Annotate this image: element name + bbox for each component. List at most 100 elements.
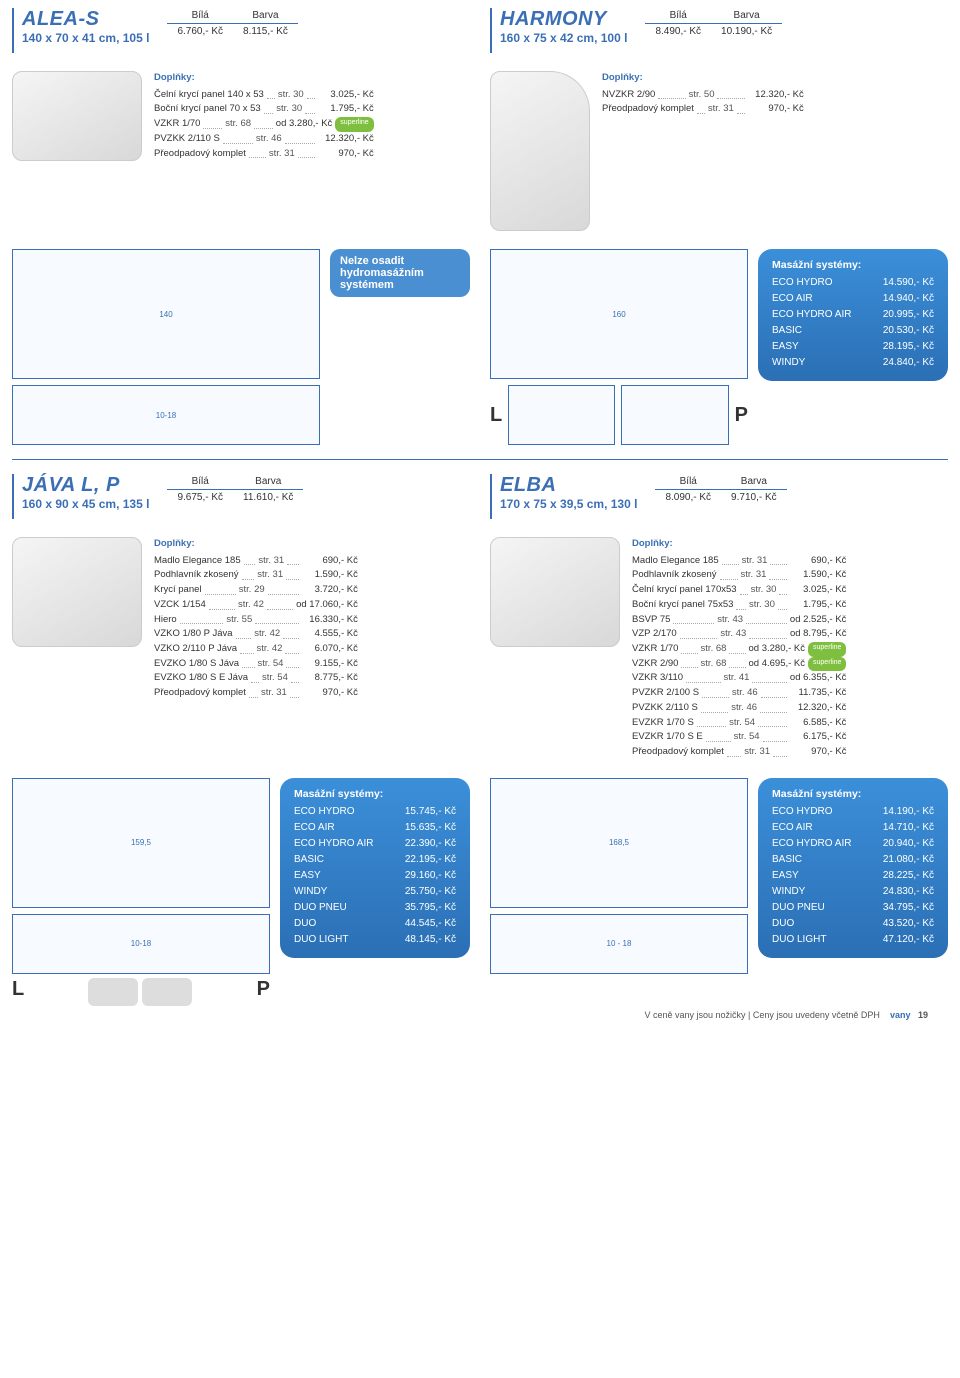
elba-massage-box: Masážní systémy: ECO HYDRO14.190,- KčECO…	[758, 778, 948, 958]
alea-acc-line: Boční krycí panel 70 x 53str. 301.795,- …	[154, 102, 374, 117]
java-massage-price: 22.195,- Kč	[405, 852, 456, 868]
java-acc-line: Hierostr. 5516.330,- Kč	[154, 613, 358, 628]
harmony-acc-name: NVZKR 2/90	[602, 88, 655, 103]
java-massage-box: Masážní systémy: ECO HYDRO15.745,- KčECO…	[280, 778, 470, 958]
elba-price-h1: Bílá	[655, 474, 721, 490]
java-mini-p	[142, 978, 192, 1006]
java-acc-line: VZKO 2/110 P Jávastr. 426.070,- Kč	[154, 642, 358, 657]
java-acc-name: VZKO 2/110 P Jáva	[154, 642, 237, 657]
elba-massage-price: 14.190,- Kč	[883, 804, 934, 820]
harmony-name: HARMONY	[500, 8, 627, 31]
java-acc-name: Přeodpadový komplet	[154, 686, 246, 701]
elba-massage-price: 14.710,- Kč	[883, 820, 934, 836]
alea-acc-title: Doplňky:	[154, 71, 374, 86]
elba-acc-price: od 2.525,- Kč	[790, 613, 847, 628]
elba-massage-name: ECO AIR	[772, 820, 813, 836]
elba-price-1: 8.090,- Kč	[655, 490, 721, 506]
elba-acc-name: VZKR 2/90	[632, 657, 678, 672]
elba-massage-line: ECO HYDRO 14.190,- Kč	[772, 804, 934, 820]
java-acc-line: Krycí panelstr. 293.720,- Kč	[154, 583, 358, 598]
java-acc-name: Hiero	[154, 613, 177, 628]
java-massage-name: WINDY	[294, 884, 327, 900]
elba-acc-page: str. 30	[751, 583, 777, 598]
alea-dims: 140 x 70 x 41 cm, 105 l	[22, 31, 149, 45]
java-acc-page: str. 55	[226, 613, 252, 628]
alea-acc-page: str. 30	[276, 102, 302, 117]
java-acc-price: 6.070,- Kč	[302, 642, 358, 657]
java-diagram-top: 159,5	[12, 778, 270, 908]
java-massage-price: 22.390,- Kč	[405, 836, 456, 852]
java-acc-page: str. 31	[261, 686, 287, 701]
java-acc-page: str. 42	[238, 598, 264, 613]
java-acc-line: VZCK 1/154str. 42od 17.060,- Kč	[154, 598, 358, 613]
java-massage-price: 44.545,- Kč	[405, 916, 456, 932]
harmony-massage-box: Masážní systémy: ECO HYDRO14.590,- KčECO…	[758, 249, 948, 381]
elba-massage-line: ECO HYDRO AIR20.940,- Kč	[772, 836, 934, 852]
elba-massage-name: ECO HYDRO AIR	[772, 836, 851, 852]
elba-acc-price: 12.320,- Kč	[790, 701, 846, 716]
elba-acc-page: str. 31	[742, 554, 768, 569]
harmony-acc-title: Doplňky:	[602, 71, 804, 86]
alea-price-h2: Barva	[233, 8, 298, 24]
elba-massage-title: Masážní systémy:	[772, 788, 934, 800]
elba-diagram-top: 168,5	[490, 778, 748, 908]
elba-acc-line: EVZKR 1/70 Sstr. 546.585,- Kč	[632, 716, 846, 731]
product-java: JÁVA L, P 160 x 90 x 45 cm, 135 l Bílá B…	[12, 474, 470, 519]
java-massage-price: 35.795,- Kč	[405, 900, 456, 916]
java-acc-name: Krycí panel	[154, 583, 202, 598]
elba-acc-name: VZP 2/170	[632, 627, 677, 642]
java-massage-line: DUO44.545,- Kč	[294, 916, 456, 932]
elba-massage-name: DUO PNEU	[772, 900, 825, 916]
harmony-massage-name: ECO HYDRO	[772, 275, 833, 291]
alea-acc-line: Čelní krycí panel 140 x 53str. 303.025,-…	[154, 88, 374, 103]
diagram-row-1: 140 10-18 Nelze osadit hydromasážním sys…	[12, 249, 948, 445]
harmony-massage-line: BASIC20.530,- Kč	[772, 323, 934, 339]
java-massage-name: DUO PNEU	[294, 900, 347, 916]
elba-massage-name: ECO HYDRO	[772, 804, 833, 820]
harmony-massage-price: 20.995,- Kč	[883, 307, 934, 323]
java-massage-name: BASIC	[294, 852, 324, 868]
alea-acc-page: str. 46	[256, 132, 282, 147]
java-acc-price: 8.775,- Kč	[302, 671, 358, 686]
elba-massage-name: BASIC	[772, 852, 802, 868]
product-elba: ELBA 170 x 75 x 39,5 cm, 130 l Bílá Barv…	[490, 474, 948, 519]
elba-massage-name: EASY	[772, 868, 799, 884]
elba-massage-price: 24.830,- Kč	[883, 884, 934, 900]
elba-massage-price: 28.225,- Kč	[883, 868, 934, 884]
elba-acc-page: str. 31	[744, 745, 770, 760]
diagram-row-2: 159,5 10-18 L P Masážní s	[12, 778, 948, 1006]
alea-note: Nelze osadit hydromasážním systémem	[330, 249, 470, 297]
java-mini-l	[88, 978, 138, 1006]
alea-diagram-top: 140	[12, 249, 320, 379]
harmony-p-mark: P	[735, 404, 748, 427]
elba-acc-price: 6.175,- Kč	[790, 730, 846, 745]
java-acc-line: VZKO 1/80 P Jávastr. 424.555,- Kč	[154, 627, 358, 642]
elba-acc-line: VZKR 2/90str. 68od 4.695,- Kčsuperline	[632, 657, 846, 672]
harmony-acc-price: 970,- Kč	[748, 102, 804, 117]
harmony-price-1: 8.490,- Kč	[645, 24, 711, 40]
java-price-h1: Bílá	[167, 474, 233, 490]
elba-acc-price: 6.585,- Kč	[790, 716, 846, 731]
elba-acc-price: od 3.280,- Kč	[749, 642, 806, 657]
elba-acc-name: EVZKR 1/70 S E	[632, 730, 703, 745]
java-massage-title: Masážní systémy:	[294, 788, 456, 800]
java-acc-line: Madlo Elegance 185str. 31690,- Kč	[154, 554, 358, 569]
harmony-massage-price: 24.840,- Kč	[883, 355, 934, 371]
elba-acc-line: EVZKR 1/70 S Estr. 546.175,- Kč	[632, 730, 846, 745]
java-massage-price: 15.745,- Kč	[405, 804, 456, 820]
java-acc-page: str. 54	[258, 657, 284, 672]
content-row-2: Doplňky: Madlo Elegance 185str. 31690,- …	[12, 537, 948, 760]
elba-accessories: Doplňky: Madlo Elegance 185str. 31690,- …	[632, 537, 846, 760]
footer-page: 19	[918, 1010, 928, 1020]
java-acc-line: Přeodpadový kompletstr. 31970,- Kč	[154, 686, 358, 701]
elba-acc-page: str. 68	[701, 642, 727, 657]
harmony-massage-title: Masážní systémy:	[772, 259, 934, 271]
alea-acc-price: 1.795,- Kč	[318, 102, 374, 117]
harmony-massage-price: 14.940,- Kč	[883, 291, 934, 307]
java-acc-line: Podhlavník zkosenýstr. 311.590,- Kč	[154, 568, 358, 583]
alea-accessories: Doplňky: Čelní krycí panel 140 x 53str. …	[154, 71, 374, 161]
elba-price-2: 9.710,- Kč	[721, 490, 787, 506]
elba-acc-page: str. 54	[729, 716, 755, 731]
elba-acc-price: od 6.355,- Kč	[790, 671, 847, 686]
harmony-acc-line: Přeodpadový kompletstr. 31970,- Kč	[602, 102, 804, 117]
